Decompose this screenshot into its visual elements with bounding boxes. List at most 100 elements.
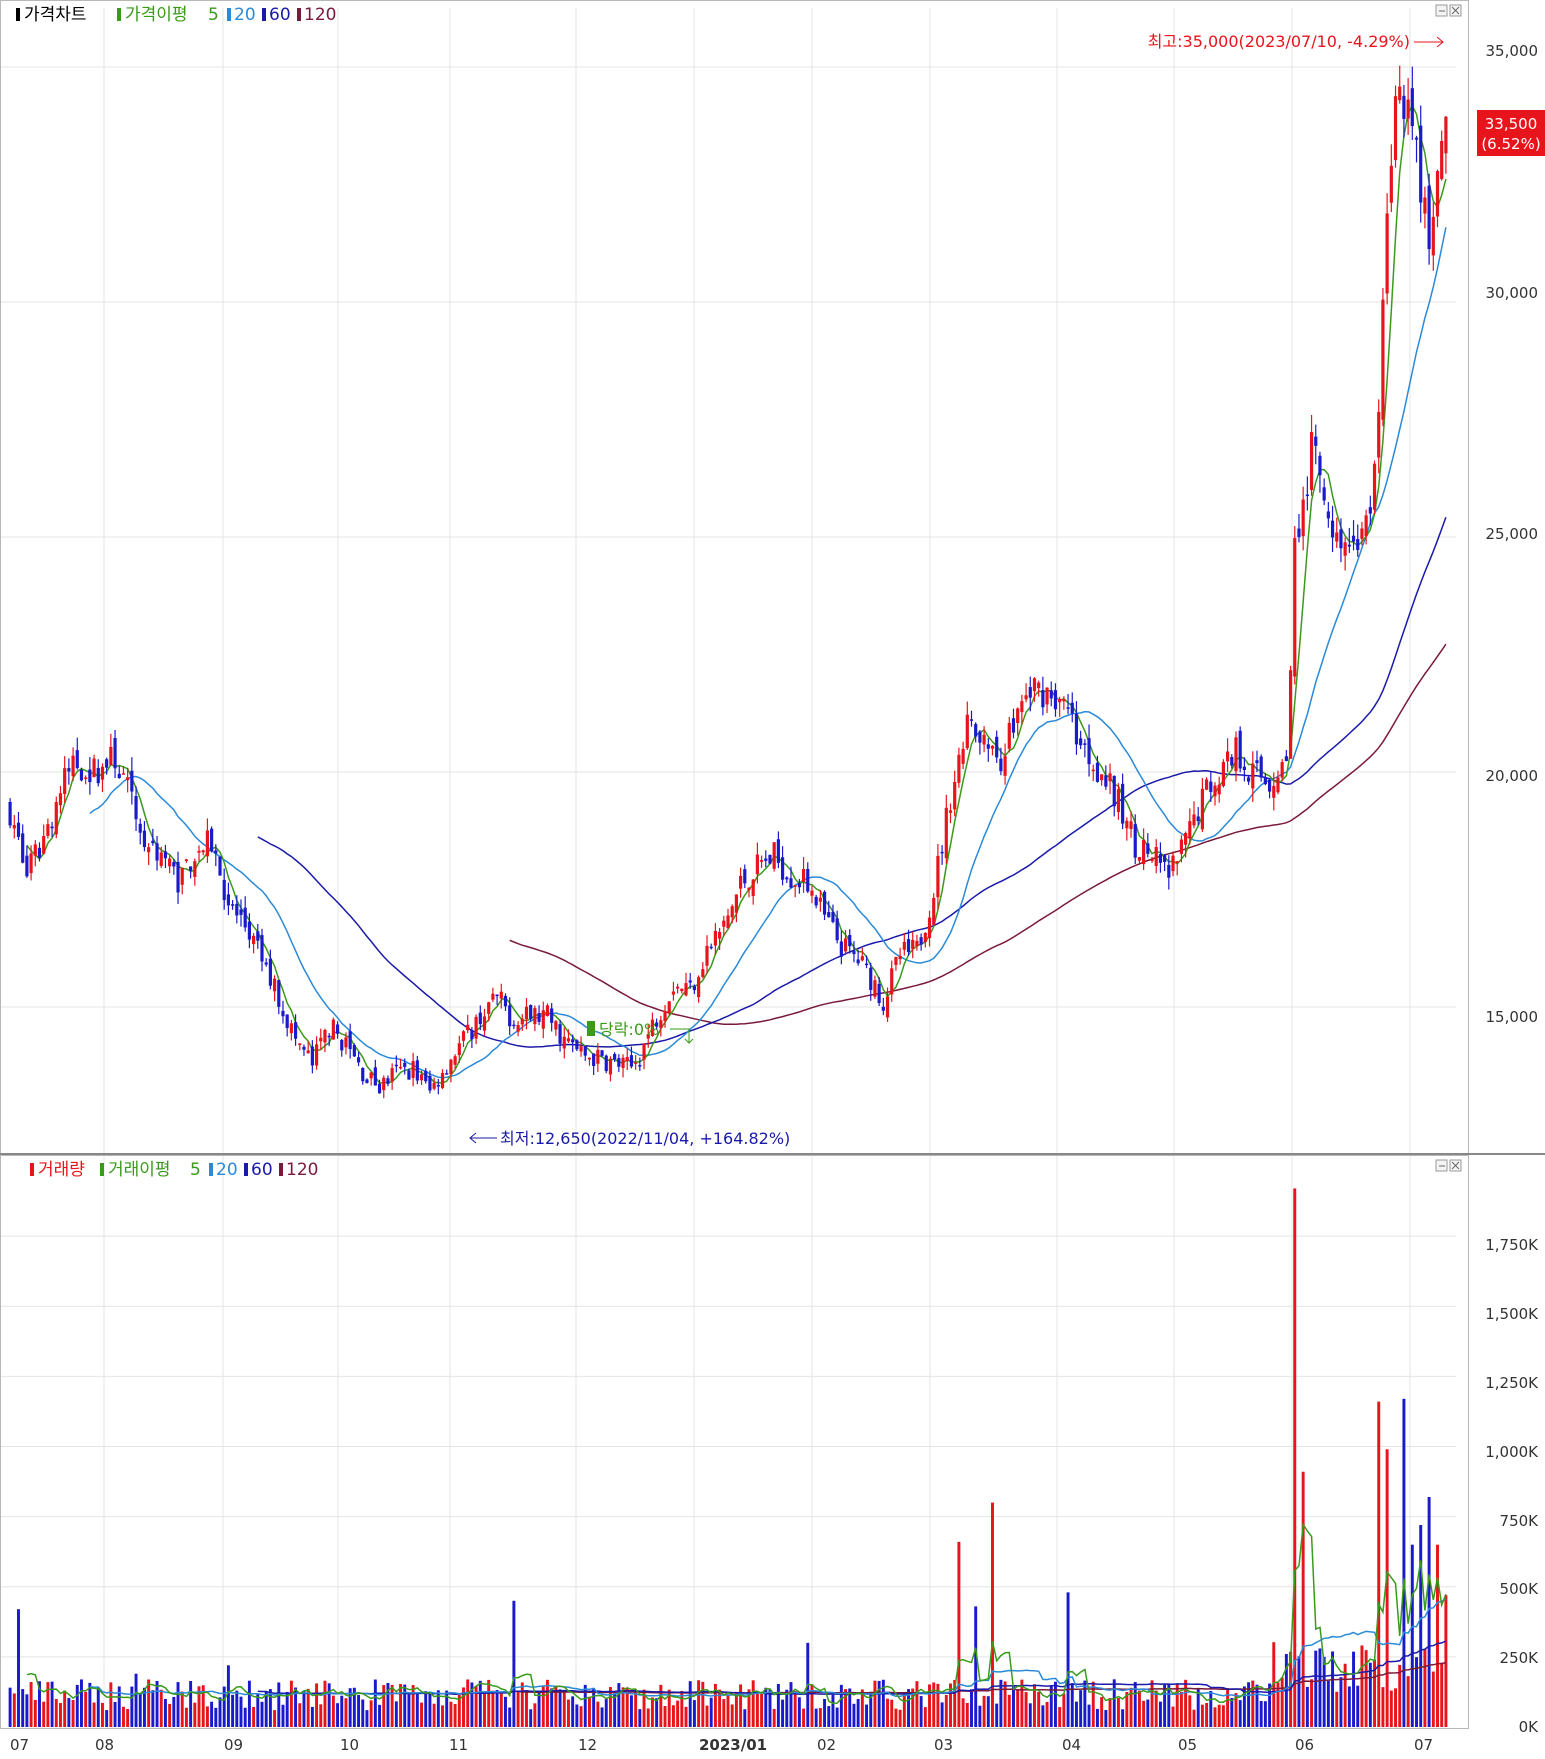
price-panel-maximize-button[interactable] xyxy=(1435,4,1448,17)
volume-bar xyxy=(92,1702,96,1727)
candle-body xyxy=(1360,528,1364,539)
candle-body xyxy=(201,850,205,853)
volume-bar xyxy=(747,1689,751,1727)
candle-body xyxy=(827,912,831,918)
volume-bar xyxy=(134,1673,138,1727)
price-tick-label: 25,000 xyxy=(1486,525,1539,543)
volume-bar xyxy=(462,1687,465,1727)
current-price-bg xyxy=(1477,110,1545,156)
candle-body xyxy=(659,1020,663,1029)
volume-bar xyxy=(1293,1188,1297,1727)
candle-body xyxy=(71,755,75,777)
volume-bar xyxy=(550,1688,554,1727)
candle-body xyxy=(1246,777,1251,782)
candle-body xyxy=(302,1046,306,1050)
candle-body xyxy=(1016,708,1020,724)
candle-body xyxy=(138,823,142,833)
volume-bar xyxy=(839,1684,843,1727)
candle-body xyxy=(394,1064,398,1067)
volume-bar xyxy=(470,1682,474,1727)
volume-bar xyxy=(50,1681,54,1727)
candle-body xyxy=(54,802,58,835)
candle-body xyxy=(1339,529,1343,549)
volume-panel-maximize-button[interactable] xyxy=(1435,1159,1448,1172)
volume-bar xyxy=(105,1710,109,1727)
volume-bar xyxy=(1373,1659,1376,1727)
grid-lines xyxy=(0,8,1456,1727)
volume-bar xyxy=(369,1700,373,1727)
candle-body xyxy=(617,1058,621,1067)
current-price-box: 33,500 (6.52%) xyxy=(1477,110,1545,156)
candle-body xyxy=(109,746,113,766)
candle-body xyxy=(1024,695,1028,700)
candle-body xyxy=(575,1040,579,1050)
candle-body xyxy=(1142,839,1146,865)
volume-bar xyxy=(302,1690,306,1727)
candle-body xyxy=(1372,463,1377,510)
candle-body xyxy=(247,921,251,940)
volume-bar xyxy=(273,1710,277,1727)
volume-bar xyxy=(180,1691,184,1727)
ma20-line xyxy=(89,227,1447,1079)
candle-body xyxy=(327,1035,331,1038)
volume-bar xyxy=(310,1706,314,1727)
candle-body xyxy=(1091,769,1095,772)
candle-body xyxy=(625,1057,629,1062)
volume-bar xyxy=(617,1683,621,1727)
volume-bar xyxy=(734,1692,738,1727)
candle-body xyxy=(583,1046,587,1056)
candle-body xyxy=(969,719,974,721)
volume-bar xyxy=(247,1680,251,1727)
volume-bar xyxy=(42,1701,46,1727)
volume-bar xyxy=(1381,1687,1385,1727)
volume-bar xyxy=(1100,1697,1104,1727)
volume-bar xyxy=(1415,1657,1418,1727)
volume-bar xyxy=(1053,1681,1057,1727)
volume-bar xyxy=(1179,1691,1183,1727)
volume-bar xyxy=(155,1680,159,1727)
price-panel-close-button[interactable] xyxy=(1449,4,1462,17)
volume-bar xyxy=(671,1705,675,1727)
volume-bar xyxy=(96,1687,100,1727)
candle-body xyxy=(743,869,747,884)
candle-body xyxy=(25,855,29,877)
volume-bar xyxy=(642,1689,646,1727)
candle-body xyxy=(377,1083,382,1094)
candle-body xyxy=(713,930,718,946)
candle-body xyxy=(293,1022,298,1039)
candle-body xyxy=(352,1045,356,1057)
candle-body xyxy=(1158,854,1163,863)
volume-bar xyxy=(1305,1686,1309,1727)
volume-bar xyxy=(768,1689,772,1727)
volume-panel-close-button[interactable] xyxy=(1449,1159,1462,1172)
volume-bar xyxy=(1297,1656,1301,1727)
volume-bar xyxy=(949,1683,952,1727)
candle-body xyxy=(1406,99,1410,119)
candle-body xyxy=(688,980,692,983)
candle-body xyxy=(499,991,503,999)
candle-body xyxy=(176,861,180,893)
volume-bar xyxy=(168,1703,172,1727)
candle-body xyxy=(415,1060,419,1081)
candle-body xyxy=(172,862,176,867)
candle-body xyxy=(1440,140,1444,179)
volume-bar xyxy=(739,1684,743,1727)
candle-body xyxy=(680,988,684,992)
volume-bar xyxy=(38,1681,41,1727)
candle-body xyxy=(151,840,155,844)
candle-body xyxy=(277,980,281,1007)
volume-bar xyxy=(1436,1544,1439,1727)
candle-body xyxy=(1083,743,1087,745)
candle-body xyxy=(919,937,923,945)
candle-body xyxy=(503,995,508,1007)
volume-bar xyxy=(827,1706,831,1727)
volume-bar xyxy=(323,1680,327,1727)
legend-marker-ma xyxy=(117,8,121,21)
candle-body xyxy=(571,1039,575,1043)
candle-body xyxy=(319,1037,323,1042)
volume-bar xyxy=(1200,1704,1204,1727)
candle-body xyxy=(1125,820,1129,829)
volume-bar xyxy=(12,1693,16,1727)
candle-body xyxy=(1020,701,1024,713)
